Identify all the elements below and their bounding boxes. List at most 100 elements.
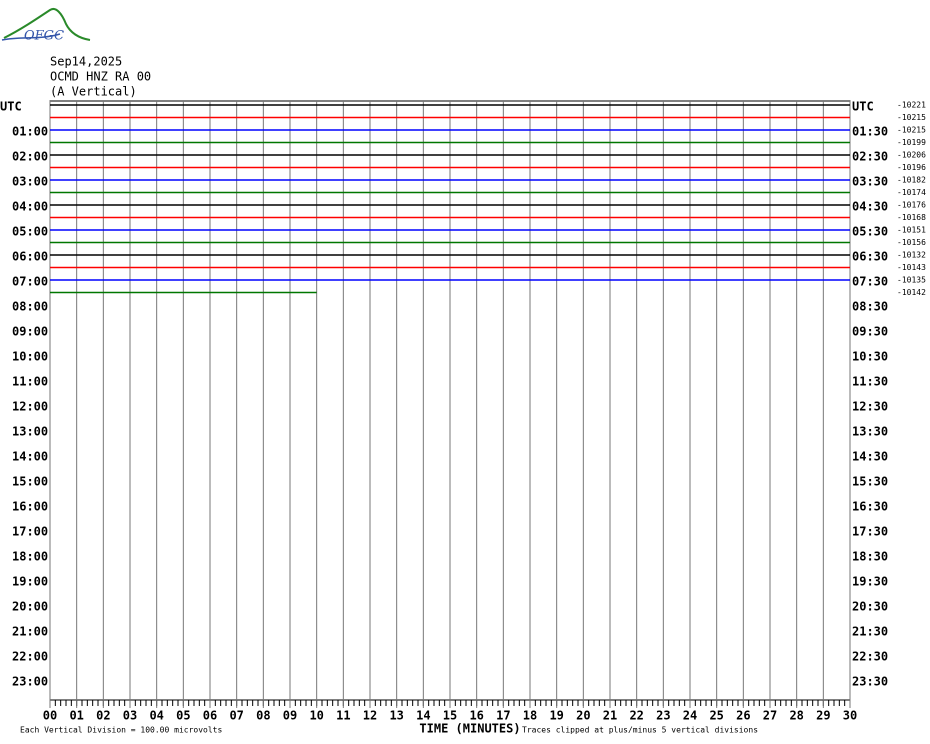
x-tick-label: 00 xyxy=(43,709,57,723)
x-tick-label: 08 xyxy=(256,709,270,723)
row-label: 09:00 xyxy=(12,325,48,339)
row-label: UTC xyxy=(0,100,22,114)
x-tick-label: 03 xyxy=(123,709,137,723)
row-label: 08:00 xyxy=(12,300,48,314)
trace-offset: -10132 xyxy=(897,251,926,260)
row-label: 13:00 xyxy=(12,425,48,439)
x-tick-label: 23 xyxy=(656,709,670,723)
x-tick-label: 19 xyxy=(549,709,563,723)
row-label: UTC xyxy=(852,100,874,114)
logo-mark xyxy=(1,33,61,41)
x-tick-label: 10 xyxy=(309,709,323,723)
trace-offset: -10215 xyxy=(897,113,926,122)
row-label: 07:30 xyxy=(852,275,888,289)
trace-offset: -10215 xyxy=(897,126,926,135)
trace-offset: -10199 xyxy=(897,138,926,147)
x-tick-label: 20 xyxy=(576,709,590,723)
row-label: 14:00 xyxy=(12,450,48,464)
x-tick-label: 29 xyxy=(816,709,830,723)
row-label: 05:00 xyxy=(12,225,48,239)
row-label: 19:00 xyxy=(12,575,48,589)
x-tick-label: 22 xyxy=(629,709,643,723)
x-tick-label: 02 xyxy=(96,709,110,723)
x-tick-label: 16 xyxy=(469,709,483,723)
date: Sep14,2025 xyxy=(50,55,122,69)
x-tick-label: 14 xyxy=(416,709,430,723)
x-tick-label: 11 xyxy=(336,709,350,723)
row-label: 01:30 xyxy=(852,125,888,139)
x-tick-label: 25 xyxy=(709,709,723,723)
component: (A Vertical) xyxy=(50,85,137,99)
row-label: 04:00 xyxy=(12,200,48,214)
row-label: 04:30 xyxy=(852,200,888,214)
row-label: 11:00 xyxy=(12,375,48,389)
row-label: 05:30 xyxy=(852,225,888,239)
x-tick-label: 26 xyxy=(736,709,750,723)
trace-offset: -10151 xyxy=(897,226,926,235)
x-tick-label: 06 xyxy=(203,709,217,723)
row-label: 09:30 xyxy=(852,325,888,339)
row-label: 01:00 xyxy=(12,125,48,139)
x-tick-label: 07 xyxy=(229,709,243,723)
row-label: 19:30 xyxy=(852,575,888,589)
clip-note: Traces clipped at plus/minus 5 vertical … xyxy=(522,726,758,735)
trace-offset: -10143 xyxy=(897,263,926,272)
row-label: 12:00 xyxy=(12,400,48,414)
trace-offset: -10176 xyxy=(897,201,926,210)
row-label: 23:30 xyxy=(852,675,888,689)
station: OCMD HNZ RA 00 xyxy=(50,70,151,84)
x-tick-label: 15 xyxy=(443,709,457,723)
row-label: 10:00 xyxy=(12,350,48,364)
x-tick-label: 30 xyxy=(843,709,857,723)
row-label: 16:00 xyxy=(12,500,48,514)
row-label: 20:00 xyxy=(12,600,48,614)
x-tick-label: 05 xyxy=(176,709,190,723)
row-label: 15:00 xyxy=(12,475,48,489)
x-tick-label: 17 xyxy=(496,709,510,723)
logo-text: OFGC xyxy=(24,29,64,44)
row-label: 12:30 xyxy=(852,400,888,414)
row-label: 10:30 xyxy=(852,350,888,364)
x-tick-label: 01 xyxy=(69,709,83,723)
trace-offset: -10182 xyxy=(897,176,926,185)
row-label: 21:30 xyxy=(852,625,888,639)
row-label: 15:30 xyxy=(852,475,888,489)
row-label: 03:00 xyxy=(12,175,48,189)
trace-offset: -10221 xyxy=(897,101,926,110)
scale-note: Each Vertical Division = 100.00 microvol… xyxy=(20,726,222,735)
row-label: 18:00 xyxy=(12,550,48,564)
trace-offset: -10168 xyxy=(897,213,926,222)
trace-offset: -10156 xyxy=(897,238,926,247)
x-tick-label: 13 xyxy=(389,709,403,723)
x-tick-label: 12 xyxy=(363,709,377,723)
row-label: 21:00 xyxy=(12,625,48,639)
trace-offset: -10196 xyxy=(897,163,926,172)
row-label: 23:00 xyxy=(12,675,48,689)
row-label: 06:00 xyxy=(12,250,48,264)
row-label: 07:00 xyxy=(12,275,48,289)
row-label: 22:30 xyxy=(852,650,888,664)
x-tick-label: 04 xyxy=(149,709,163,723)
x-tick-label: 24 xyxy=(683,709,697,723)
trace-offset: -10174 xyxy=(897,188,926,197)
row-label: 22:00 xyxy=(12,650,48,664)
x-tick-label: 28 xyxy=(789,709,803,723)
logo-mark xyxy=(3,8,91,41)
row-label: 03:30 xyxy=(852,175,888,189)
row-label: 02:30 xyxy=(852,150,888,164)
trace-offset: -10142 xyxy=(897,288,926,297)
trace-offset: -10135 xyxy=(897,276,926,285)
row-label: 17:30 xyxy=(852,525,888,539)
trace-offset: -10206 xyxy=(897,151,926,160)
x-tick-label: 09 xyxy=(283,709,297,723)
row-label: 11:30 xyxy=(852,375,888,389)
row-label: 18:30 xyxy=(852,550,888,564)
x-tick-label: 27 xyxy=(763,709,777,723)
x-tick-label: 18 xyxy=(523,709,537,723)
row-label: 02:00 xyxy=(12,150,48,164)
x-tick-label: 21 xyxy=(603,709,617,723)
row-label: 16:30 xyxy=(852,500,888,514)
row-label: 06:30 xyxy=(852,250,888,264)
row-label: 14:30 xyxy=(852,450,888,464)
